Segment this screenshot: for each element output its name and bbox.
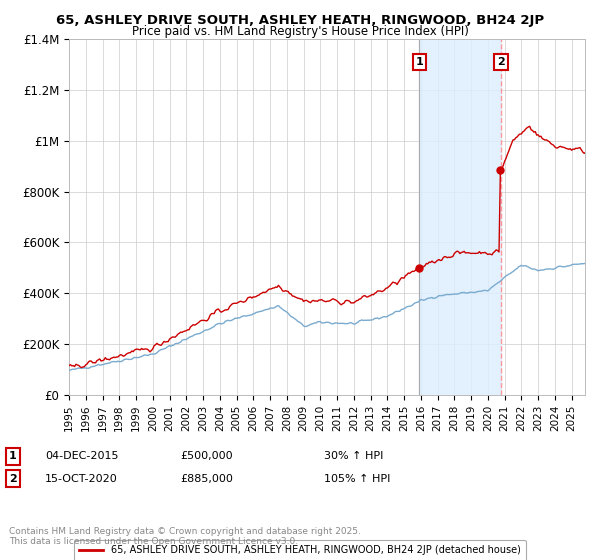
Text: £885,000: £885,000 <box>180 474 233 484</box>
Text: 04-DEC-2015: 04-DEC-2015 <box>45 451 119 461</box>
Text: 2: 2 <box>9 474 17 484</box>
Text: 1: 1 <box>416 57 424 67</box>
Text: Contains HM Land Registry data © Crown copyright and database right 2025.
This d: Contains HM Land Registry data © Crown c… <box>9 526 361 546</box>
Text: 1: 1 <box>9 451 17 461</box>
Text: £500,000: £500,000 <box>180 451 233 461</box>
Text: 30% ↑ HPI: 30% ↑ HPI <box>324 451 383 461</box>
Bar <box>419 39 501 395</box>
Text: Price paid vs. HM Land Registry's House Price Index (HPI): Price paid vs. HM Land Registry's House … <box>131 25 469 38</box>
Text: 2: 2 <box>497 57 505 67</box>
Text: 15-OCT-2020: 15-OCT-2020 <box>45 474 118 484</box>
Text: 105% ↑ HPI: 105% ↑ HPI <box>324 474 391 484</box>
Text: 65, ASHLEY DRIVE SOUTH, ASHLEY HEATH, RINGWOOD, BH24 2JP: 65, ASHLEY DRIVE SOUTH, ASHLEY HEATH, RI… <box>56 14 544 27</box>
Legend: 65, ASHLEY DRIVE SOUTH, ASHLEY HEATH, RINGWOOD, BH24 2JP (detached house), HPI: : 65, ASHLEY DRIVE SOUTH, ASHLEY HEATH, RI… <box>74 540 526 560</box>
